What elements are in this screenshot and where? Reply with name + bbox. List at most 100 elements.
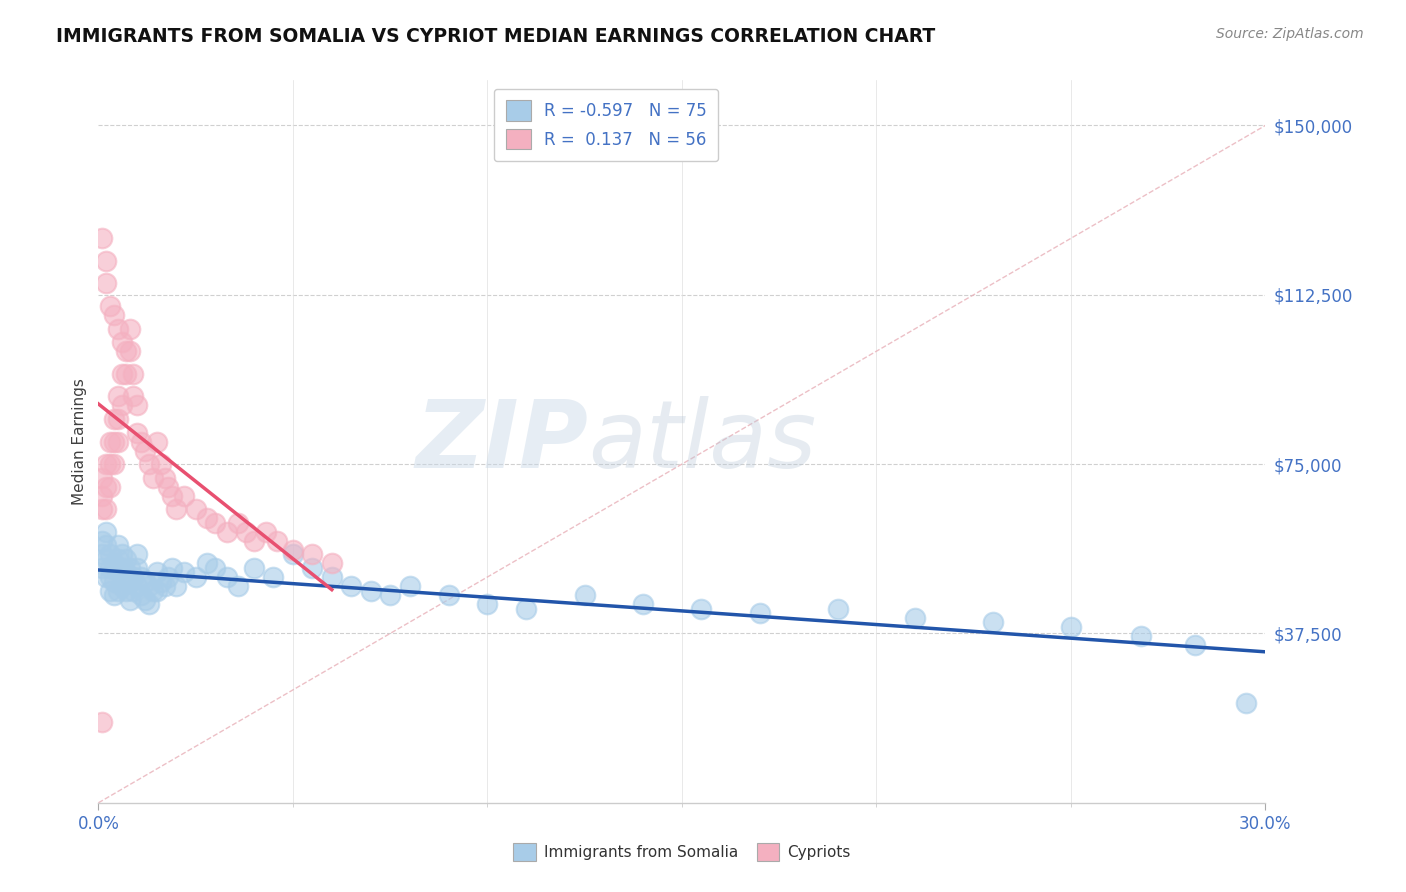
Point xyxy=(107,412,129,426)
Point xyxy=(134,574,156,589)
Point xyxy=(215,570,238,584)
Point xyxy=(118,561,141,575)
Point xyxy=(162,489,184,503)
Point xyxy=(138,597,160,611)
Point xyxy=(96,570,118,584)
Point xyxy=(301,561,323,575)
Point xyxy=(103,457,125,471)
Point xyxy=(184,570,207,584)
Point xyxy=(129,588,152,602)
Point xyxy=(146,434,169,449)
Point xyxy=(146,566,169,580)
Point xyxy=(127,548,149,562)
Point xyxy=(827,601,849,615)
Point xyxy=(91,714,114,729)
Point xyxy=(134,443,156,458)
Point xyxy=(254,524,277,539)
Point xyxy=(114,367,136,381)
Point xyxy=(127,579,149,593)
Point xyxy=(103,308,125,322)
Point xyxy=(122,367,145,381)
Point xyxy=(173,566,195,580)
Point xyxy=(91,502,114,516)
Point xyxy=(146,583,169,598)
Point xyxy=(398,579,420,593)
Point xyxy=(91,533,114,548)
Point xyxy=(631,597,654,611)
Point xyxy=(204,516,226,530)
Point xyxy=(690,601,713,615)
Text: IMMIGRANTS FROM SOMALIA VS CYPRIOT MEDIAN EARNINGS CORRELATION CHART: IMMIGRANTS FROM SOMALIA VS CYPRIOT MEDIA… xyxy=(56,27,935,45)
Point xyxy=(138,457,160,471)
Point xyxy=(149,574,172,589)
Point xyxy=(91,548,114,562)
Point xyxy=(477,597,499,611)
Point xyxy=(96,538,118,552)
Point xyxy=(96,480,118,494)
Point xyxy=(127,398,149,412)
Point xyxy=(107,538,129,552)
Point xyxy=(173,489,195,503)
Point xyxy=(98,570,121,584)
Point xyxy=(111,561,134,575)
Point xyxy=(215,524,238,539)
Legend: Immigrants from Somalia, Cypriots: Immigrants from Somalia, Cypriots xyxy=(508,837,856,867)
Point xyxy=(340,579,363,593)
Point xyxy=(157,570,180,584)
Point xyxy=(96,457,118,471)
Point xyxy=(111,398,134,412)
Point xyxy=(111,579,134,593)
Point xyxy=(98,561,121,575)
Point xyxy=(157,480,180,494)
Point xyxy=(1060,620,1083,634)
Point xyxy=(91,470,114,484)
Point xyxy=(437,588,460,602)
Point xyxy=(114,552,136,566)
Point xyxy=(301,548,323,562)
Point xyxy=(96,502,118,516)
Point xyxy=(165,579,187,593)
Point xyxy=(114,344,136,359)
Point xyxy=(228,579,250,593)
Point xyxy=(118,592,141,607)
Point xyxy=(96,277,118,291)
Point xyxy=(103,412,125,426)
Y-axis label: Median Earnings: Median Earnings xyxy=(72,378,87,505)
Point xyxy=(96,524,118,539)
Point xyxy=(149,457,172,471)
Point xyxy=(1129,629,1152,643)
Point xyxy=(118,574,141,589)
Point xyxy=(281,542,304,557)
Point xyxy=(98,457,121,471)
Point xyxy=(134,592,156,607)
Point xyxy=(98,583,121,598)
Point xyxy=(122,389,145,403)
Point xyxy=(321,557,343,571)
Point xyxy=(91,231,114,245)
Point xyxy=(195,557,218,571)
Point xyxy=(204,561,226,575)
Point xyxy=(103,574,125,589)
Point xyxy=(321,570,343,584)
Point xyxy=(748,606,770,620)
Text: ZIP: ZIP xyxy=(416,395,589,488)
Point xyxy=(162,561,184,575)
Point xyxy=(107,566,129,580)
Point xyxy=(98,548,121,562)
Point xyxy=(262,570,284,584)
Point xyxy=(184,502,207,516)
Point xyxy=(96,253,118,268)
Point xyxy=(118,321,141,335)
Point xyxy=(574,588,596,602)
Text: Source: ZipAtlas.com: Source: ZipAtlas.com xyxy=(1216,27,1364,41)
Point xyxy=(122,583,145,598)
Point xyxy=(360,583,382,598)
Point xyxy=(114,566,136,580)
Point xyxy=(153,470,176,484)
Point xyxy=(107,321,129,335)
Point xyxy=(142,583,165,598)
Point xyxy=(904,610,927,624)
Point xyxy=(281,548,304,562)
Point xyxy=(378,588,402,602)
Point xyxy=(103,557,125,571)
